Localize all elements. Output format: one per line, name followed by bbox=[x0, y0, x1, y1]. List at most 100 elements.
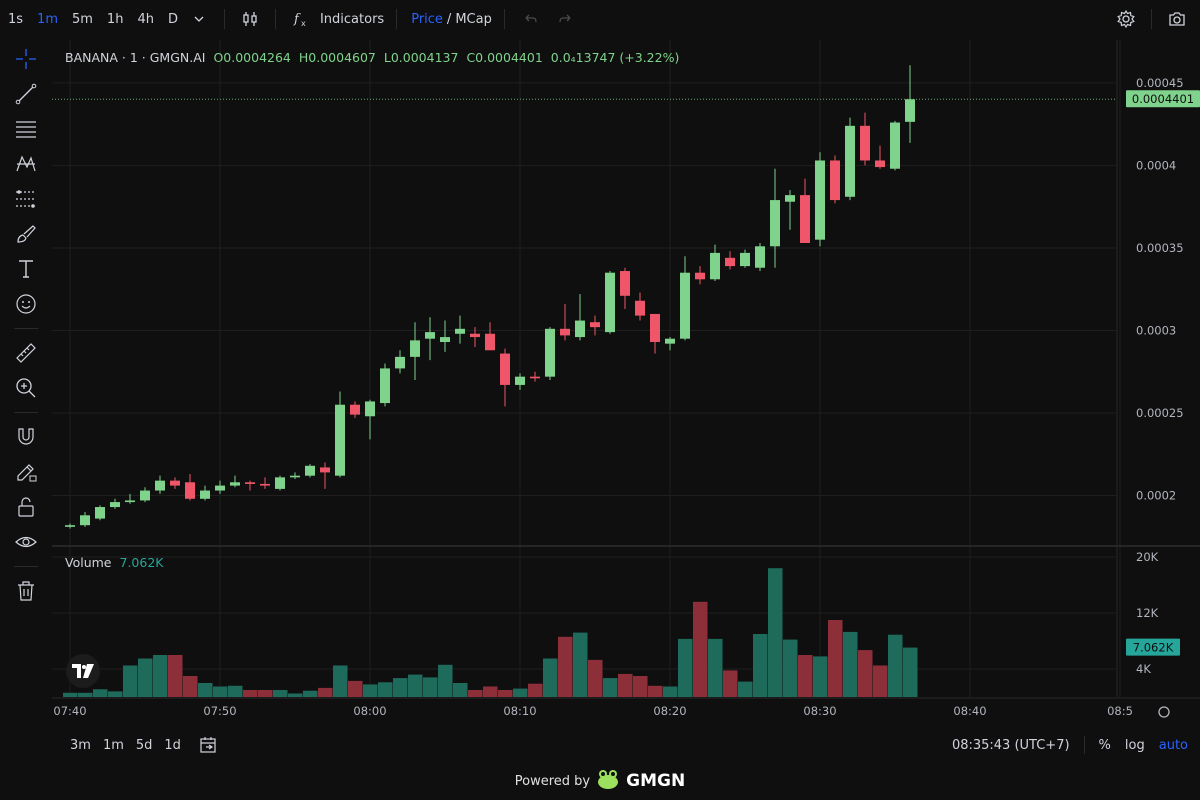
interval-selector: 1s 1m 5m 1h 4h D bbox=[8, 12, 192, 27]
ruler-icon[interactable] bbox=[11, 338, 41, 368]
volume-bar bbox=[483, 686, 498, 697]
interval-1s[interactable]: 1s bbox=[8, 11, 24, 27]
percent-toggle[interactable]: % bbox=[1098, 737, 1111, 753]
emoji-icon[interactable] bbox=[11, 289, 41, 319]
volume-bar bbox=[903, 647, 918, 697]
volume-bar bbox=[78, 692, 93, 697]
mcap-toggle[interactable]: MCap bbox=[455, 11, 492, 27]
candle-body bbox=[290, 475, 300, 478]
interval-D[interactable]: D bbox=[167, 11, 178, 27]
volume-bar bbox=[843, 631, 858, 697]
crosshair-icon[interactable] bbox=[11, 44, 41, 74]
volume-legend: Volume 7.062K bbox=[65, 555, 163, 570]
interval-1h[interactable]: 1h bbox=[106, 11, 124, 27]
candle-body bbox=[545, 328, 555, 377]
y-axis-tick-label: 0.0002 bbox=[1136, 488, 1176, 502]
candle-body bbox=[230, 482, 240, 486]
indicators-button[interactable]: f x Indicators bbox=[288, 6, 384, 32]
lock-drawing-icon[interactable] bbox=[11, 457, 41, 487]
interval-1m[interactable]: 1m bbox=[37, 11, 58, 27]
lock-icon[interactable] bbox=[11, 492, 41, 522]
candle-body bbox=[500, 353, 510, 385]
candle-body bbox=[830, 160, 840, 201]
undo-icon[interactable] bbox=[517, 6, 543, 32]
candle-body bbox=[725, 257, 735, 267]
candle-body bbox=[185, 482, 195, 499]
x-axis-tick-label: 08:5 bbox=[1107, 704, 1133, 718]
auto-toggle[interactable]: auto bbox=[1158, 737, 1188, 753]
eye-icon[interactable] bbox=[11, 527, 41, 557]
interval-4h[interactable]: 4h bbox=[137, 11, 154, 27]
symbol-label[interactable]: BANANA · 1 · GMGN.AI bbox=[65, 50, 206, 65]
volume-bar bbox=[498, 690, 513, 697]
current-price-label: 0.0004401 bbox=[1132, 92, 1194, 106]
candle-body bbox=[845, 125, 855, 197]
volume-bar bbox=[93, 689, 108, 697]
price-toggle[interactable]: Price bbox=[411, 11, 443, 27]
function-icon: f x bbox=[288, 6, 314, 32]
gmgn-brand[interactable]: GMGN bbox=[626, 771, 686, 791]
volume-tick-label: 20K bbox=[1136, 550, 1159, 564]
candle-body bbox=[455, 328, 465, 334]
range-1m[interactable]: 1m bbox=[102, 737, 124, 753]
camera-icon[interactable] bbox=[1164, 6, 1190, 32]
x-axis-tick-label: 08:30 bbox=[803, 704, 836, 718]
pattern-icon[interactable] bbox=[11, 149, 41, 179]
gear-icon[interactable] bbox=[1113, 6, 1139, 32]
fib-retracement-icon[interactable] bbox=[11, 184, 41, 214]
log-toggle[interactable]: log bbox=[1124, 737, 1145, 753]
calendar-goto-icon[interactable] bbox=[195, 732, 221, 758]
text-icon[interactable] bbox=[11, 254, 41, 284]
chart-area[interactable]: 0.0002 0.00025 0.0003 0.00035 0.0004 0.00045 4… bbox=[52, 40, 1200, 730]
clock-time[interactable]: 08:35:43 (UTC+7) bbox=[951, 737, 1070, 753]
volume-bar bbox=[393, 678, 408, 697]
candlestick-icon[interactable] bbox=[237, 6, 263, 32]
candle-body bbox=[95, 507, 105, 519]
candle-body bbox=[680, 272, 690, 339]
candle-body bbox=[560, 328, 570, 336]
trend-line-icon[interactable] bbox=[11, 79, 41, 109]
candle-body bbox=[530, 376, 540, 379]
candle-body bbox=[905, 99, 915, 122]
interval-5m[interactable]: 5m bbox=[71, 11, 93, 27]
range-3m[interactable]: 3m bbox=[70, 737, 91, 753]
candle-body bbox=[695, 272, 705, 280]
chevron-down-icon[interactable] bbox=[186, 6, 212, 32]
gmgn-frog-logo-icon bbox=[596, 768, 620, 794]
low-value: L0.0004137 bbox=[383, 50, 459, 65]
range-5d[interactable]: 5d bbox=[135, 737, 153, 753]
magnet-icon[interactable] bbox=[11, 422, 41, 452]
volume-bar bbox=[408, 674, 423, 697]
candle-body bbox=[650, 313, 660, 343]
range-1d[interactable]: 1d bbox=[164, 737, 181, 753]
zoom-in-icon[interactable] bbox=[11, 373, 41, 403]
candle-body bbox=[365, 401, 375, 417]
volume-bar bbox=[618, 673, 633, 697]
horizontal-lines-icon[interactable] bbox=[11, 114, 41, 144]
volume-bar bbox=[453, 683, 468, 697]
volume-bar bbox=[813, 656, 828, 697]
candle-body bbox=[395, 356, 405, 369]
brush-icon[interactable] bbox=[11, 219, 41, 249]
volume-bar bbox=[213, 686, 228, 697]
redo-icon[interactable] bbox=[553, 6, 579, 32]
volume-bar bbox=[303, 690, 318, 697]
volume-bar bbox=[243, 690, 258, 697]
volume-bar bbox=[573, 632, 588, 697]
axis-settings-icon[interactable] bbox=[1158, 706, 1170, 718]
price-chart[interactable]: 0.0002 0.00025 0.0003 0.00035 0.0004 0.00045 4… bbox=[52, 40, 1200, 730]
volume-bar bbox=[768, 568, 783, 697]
toggle-separator: / bbox=[446, 11, 452, 27]
volume-bar bbox=[153, 655, 168, 697]
tradingview-logo[interactable] bbox=[66, 654, 100, 688]
candle-body bbox=[815, 160, 825, 240]
candle-body bbox=[200, 490, 210, 499]
svg-text:x: x bbox=[301, 19, 306, 28]
volume-bar bbox=[258, 690, 273, 697]
volume-bar bbox=[603, 678, 618, 697]
volume-bar bbox=[333, 665, 348, 697]
candle-body bbox=[65, 525, 75, 527]
candle-body bbox=[245, 482, 255, 484]
y-axis-tick-label: 0.00025 bbox=[1136, 406, 1184, 420]
trash-icon[interactable] bbox=[11, 576, 41, 606]
